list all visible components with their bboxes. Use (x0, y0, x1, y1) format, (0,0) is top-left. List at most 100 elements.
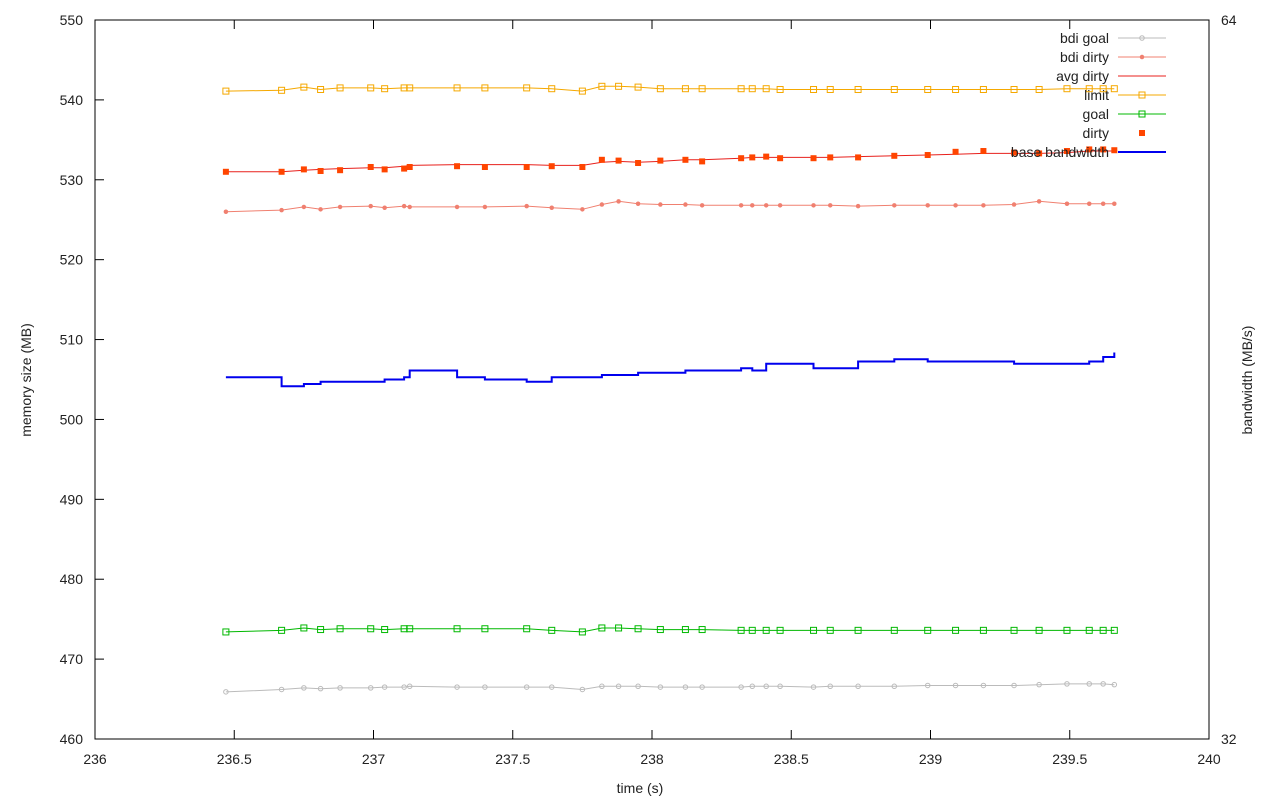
data-point (952, 86, 960, 94)
series-line (225, 200, 1115, 213)
data-point (615, 82, 623, 90)
y-tick-label: 480 (60, 571, 84, 587)
data-point (635, 201, 641, 206)
data-point (615, 683, 622, 690)
data-point (1011, 149, 1018, 156)
data-point (827, 203, 833, 208)
data-point (482, 204, 488, 210)
data-point (855, 683, 861, 690)
legend-item: avg dirty (1056, 68, 1166, 84)
data-point (699, 684, 705, 690)
data-point (892, 203, 897, 208)
data-point (891, 152, 898, 159)
data-point (1086, 201, 1092, 206)
data-point (599, 202, 605, 207)
data-point (682, 156, 689, 163)
data-point (1139, 130, 1145, 136)
data-point (924, 152, 931, 159)
legend-label: bdi goal (1060, 30, 1109, 46)
x-axis-label: time (s) (617, 780, 664, 796)
data-point (1063, 148, 1070, 155)
legend-label: bdi dirty (1060, 49, 1109, 65)
data-point (1085, 626, 1093, 634)
data-point (635, 160, 642, 167)
data-point (301, 204, 307, 210)
data-point (223, 689, 229, 695)
data-point (616, 199, 621, 204)
data-point (749, 683, 756, 690)
data-point (854, 86, 862, 94)
data-point (579, 163, 586, 170)
data-point (981, 203, 986, 208)
data-point (1100, 201, 1106, 206)
data-point (548, 85, 556, 93)
series-line (225, 627, 1115, 633)
data-point (749, 154, 756, 161)
data-point (406, 163, 413, 170)
data-point (1035, 86, 1043, 94)
data-point (279, 207, 284, 213)
data-point (317, 167, 324, 174)
y-tick-label: 530 (60, 172, 84, 188)
legend-item: goal (1083, 106, 1166, 122)
data-point (890, 86, 898, 94)
data-point (657, 684, 664, 690)
data-point (634, 625, 642, 633)
data-point (811, 203, 816, 208)
data-point (578, 87, 586, 95)
x-tick-label: 240 (1197, 751, 1221, 767)
data-point (579, 686, 586, 693)
data-point (855, 203, 861, 209)
data-point (1010, 86, 1018, 94)
data-point (952, 682, 959, 689)
data-point (406, 625, 414, 633)
data-point (548, 626, 556, 634)
legend: bdi goal bdi dirty avg dirty limit goal dirty… (1011, 30, 1166, 160)
data-point (635, 683, 641, 690)
data-point (924, 626, 932, 634)
series-layer (222, 82, 1118, 695)
data-point (222, 628, 230, 636)
data-point (367, 625, 375, 633)
data-point (454, 204, 460, 210)
data-point (952, 626, 960, 634)
data-point (367, 84, 375, 92)
data-point (278, 626, 286, 634)
series-goal (222, 624, 1118, 636)
data-point (1111, 147, 1118, 154)
data-point (367, 163, 374, 170)
data-point (523, 163, 530, 170)
y-tick-label: 490 (60, 491, 84, 507)
data-point (278, 686, 285, 693)
data-point (382, 205, 387, 210)
y-tick-label: 520 (60, 252, 84, 268)
data-point (337, 167, 344, 174)
data-point (777, 203, 783, 208)
y2-tick-label: 64 (1221, 12, 1237, 28)
data-point (401, 203, 407, 209)
data-point (406, 84, 414, 92)
series-bdi-dirty (223, 199, 1117, 214)
x-tick-label: 237.5 (495, 751, 530, 767)
data-point (763, 203, 769, 208)
data-point (699, 203, 705, 208)
data-point (810, 626, 818, 634)
data-point (1085, 85, 1093, 93)
y-tick-label: 470 (60, 651, 84, 667)
data-point (634, 83, 642, 91)
data-point (548, 163, 555, 170)
data-point (980, 682, 987, 689)
data-point (738, 684, 744, 690)
data-point (1036, 199, 1042, 204)
data-point (979, 86, 987, 94)
data-point (523, 84, 531, 92)
data-point (381, 166, 388, 173)
data-point (381, 85, 389, 93)
data-point (317, 86, 325, 94)
data-point (1100, 681, 1106, 687)
data-point (1064, 681, 1070, 687)
data-point (682, 684, 689, 690)
data-point (454, 684, 460, 690)
data-point (523, 625, 531, 633)
legend-item: base bandwidth (1011, 144, 1166, 160)
